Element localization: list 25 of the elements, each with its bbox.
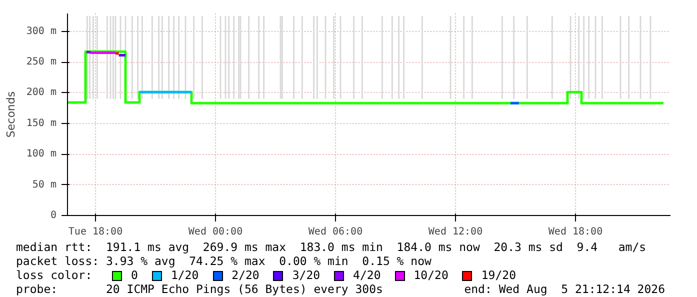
legend-label: 10/20: [414, 268, 448, 282]
x-tick-label: Wed 00:00: [188, 226, 243, 238]
x-tick-label: Wed 06:00: [308, 226, 363, 238]
text: probe: 20 ICMP Echo Pings (56 Bytes) every 300s: [16, 282, 383, 296]
legend-label: 2/20: [232, 268, 260, 282]
legend-label: 4/20: [353, 268, 381, 282]
legend-title: loss color:: [16, 268, 94, 282]
y-tick-label: 50 m: [32, 179, 57, 190]
legend-label: 1/20: [170, 268, 199, 282]
text: end: Wed Aug 5 21:12:14 2026: [464, 282, 665, 296]
x-tick-label: Wed 18:00: [548, 226, 603, 238]
legend-label: 3/20: [292, 268, 320, 282]
y-tick-label: 0: [50, 210, 57, 221]
y-tick-label: 150 m: [26, 118, 57, 129]
text: median rtt: 191.1 ms avg 269.9 ms max 183.0 ms min 184.0 ms now 20.3 ms sd 9.4 am/s: [16, 240, 648, 254]
y-tick-label: 100 m: [26, 148, 57, 160]
y-tick-label: 200 m: [26, 87, 57, 98]
x-tick-label: Tue 18:00: [68, 226, 123, 238]
y-tick-label: 250 m: [26, 56, 57, 68]
text: packet loss: 3.93 % avg 74.25 % max 0.00 % min 0.15 % now: [16, 254, 432, 268]
y-tick-label: 300 m: [26, 26, 57, 37]
legend-label: 0: [131, 268, 138, 282]
legend-label: 19/20: [481, 268, 516, 282]
y-axis-title: Seconds: [4, 91, 18, 138]
x-tick-label: Wed 12:00: [428, 226, 483, 238]
